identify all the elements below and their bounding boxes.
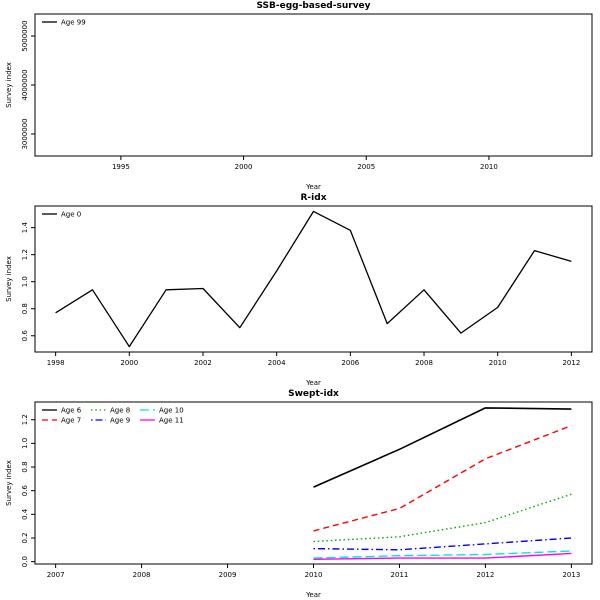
r-idx-plot-svg: 1998 2000 2002 2004 2006 2008 2010 2012 0.6 0.8 1.… xyxy=(21,205,593,367)
svg-text:2004: 2004 xyxy=(268,359,286,367)
chart-title-swept-idx: Swept-idx xyxy=(288,389,339,399)
svg-text:2007: 2007 xyxy=(47,571,65,579)
panel-swept-idx: Swept-idx Survey index 2007 2008 2009 2010 2… xyxy=(0,388,600,600)
svg-text:Age 11: Age 11 xyxy=(159,417,184,425)
svg-text:0.8: 0.8 xyxy=(21,303,29,314)
svg-text:1.4: 1.4 xyxy=(21,222,29,234)
x-axis-label-swept-idx: Year xyxy=(306,591,321,599)
ssb-plot-svg: 1995 2000 2005 2010 3000000 4000000 5000000 Age… xyxy=(21,13,593,171)
svg-text:0.2: 0.2 xyxy=(21,532,29,543)
x-axis-label-ssb: Year xyxy=(306,183,321,191)
svg-text:0.0: 0.0 xyxy=(21,556,29,567)
svg-text:2008: 2008 xyxy=(133,571,151,579)
svg-text:2008: 2008 xyxy=(415,359,433,367)
svg-text:2000: 2000 xyxy=(235,163,253,171)
svg-text:2002: 2002 xyxy=(194,359,212,367)
svg-text:Age 8: Age 8 xyxy=(110,407,130,415)
svg-text:5000000: 5000000 xyxy=(21,20,29,51)
chart-title-ssb: SSB-egg-based-survey xyxy=(256,1,371,11)
svg-text:0.4: 0.4 xyxy=(21,508,29,520)
chart-title-r-idx: R-idx xyxy=(300,193,327,203)
panel-ssb-egg-based-survey: SSB-egg-based-survey Survey index 1995 20… xyxy=(0,0,600,192)
svg-text:1.0: 1.0 xyxy=(21,438,29,449)
svg-text:Age 10: Age 10 xyxy=(159,407,184,415)
svg-text:2010: 2010 xyxy=(480,163,498,171)
svg-text:Age 7: Age 7 xyxy=(61,417,81,425)
svg-text:1.2: 1.2 xyxy=(21,414,29,425)
svg-text:0.8: 0.8 xyxy=(21,461,29,472)
svg-text:0.6: 0.6 xyxy=(21,330,29,342)
svg-text:2006: 2006 xyxy=(341,359,359,367)
svg-text:2010: 2010 xyxy=(489,359,507,367)
svg-text:1.2: 1.2 xyxy=(21,249,29,260)
svg-text:2010: 2010 xyxy=(305,571,323,579)
svg-text:1.0: 1.0 xyxy=(21,276,29,287)
panel-r-idx: R-idx Survey index 1998 2000 2002 2004 2006 2… xyxy=(0,192,600,388)
svg-text:Age 0: Age 0 xyxy=(61,211,81,219)
x-axis-label-r-idx: Year xyxy=(306,379,321,387)
svg-text:0.6: 0.6 xyxy=(21,485,29,497)
svg-text:2000: 2000 xyxy=(120,359,138,367)
svg-text:Age 99: Age 99 xyxy=(61,19,86,27)
svg-text:Age 6: Age 6 xyxy=(61,407,82,415)
svg-text:4000000: 4000000 xyxy=(21,69,29,100)
svg-text:2005: 2005 xyxy=(357,163,375,171)
svg-text:2012: 2012 xyxy=(476,571,494,579)
svg-text:2011: 2011 xyxy=(391,571,409,579)
svg-text:2009: 2009 xyxy=(219,571,237,579)
svg-text:3000000: 3000000 xyxy=(21,118,29,149)
svg-text:2013: 2013 xyxy=(562,571,580,579)
swept-idx-plot-svg: 2007 2008 2009 2010 2011 2012 2013 0.0 0.2 0.4 0.6… xyxy=(21,401,593,579)
svg-text:1998: 1998 xyxy=(47,359,65,367)
svg-text:Age 9: Age 9 xyxy=(110,417,130,425)
svg-text:2012: 2012 xyxy=(562,359,580,367)
svg-text:1995: 1995 xyxy=(112,163,130,171)
